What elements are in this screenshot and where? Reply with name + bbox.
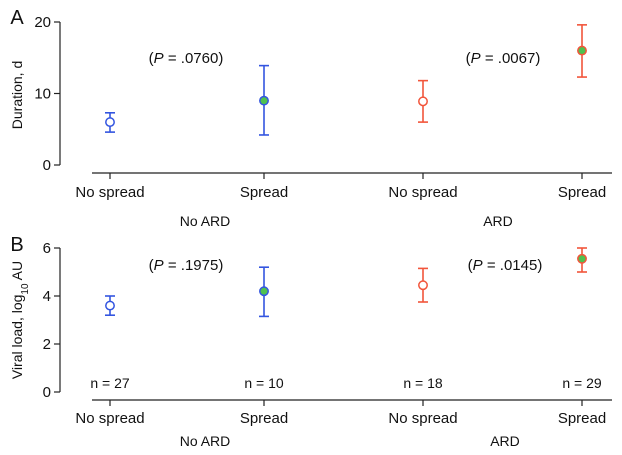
sample-size-label: n = 18: [403, 375, 443, 391]
data-point: [418, 79, 428, 123]
mean-marker: [105, 300, 115, 311]
group-label: ARD: [483, 213, 513, 229]
mean-marker: [418, 280, 428, 291]
y-tick-label: 6: [43, 240, 51, 257]
x-tick-label: No spread: [75, 410, 144, 427]
group-label: No ARD: [180, 213, 231, 229]
group-label: No ARD: [180, 433, 231, 449]
y-axis-label: Viral load, log10 AU: [9, 261, 31, 379]
data-point: [259, 64, 269, 136]
sample-size-label: n = 10: [244, 375, 284, 391]
y-axis-label: Duration, d: [9, 61, 25, 129]
panel-a: A 0 10 20 No spread Spread No spread Spread No A…: [9, 7, 612, 229]
x-tick-label: No spread: [75, 184, 144, 201]
sample-size-label: n = 27: [90, 375, 130, 391]
x-tick-label: Spread: [558, 410, 606, 427]
sample-size-label: n = 29: [562, 375, 602, 391]
data-point: [577, 24, 587, 78]
panel-b: B 0 2 4 6 No spread Spread No spread Spread No AR…: [9, 234, 612, 449]
mean-marker: [577, 45, 587, 56]
y-tick-label: 20: [34, 14, 51, 31]
p-value-annotation: (P = .0145): [468, 257, 543, 274]
mean-marker: [105, 117, 115, 128]
data-point: [259, 266, 269, 318]
mean-marker: [259, 286, 269, 297]
data-point: [105, 295, 115, 317]
x-tick-label: Spread: [558, 184, 606, 201]
p-value-annotation: (P = .1975): [149, 257, 224, 274]
data-point: [105, 112, 115, 133]
panel-label: A: [10, 7, 24, 29]
mean-marker: [577, 253, 587, 264]
x-tick-label: Spread: [240, 410, 288, 427]
data-point: [418, 267, 428, 303]
x-tick-label: No spread: [388, 184, 457, 201]
p-value-annotation: (P = .0760): [149, 50, 224, 67]
y-tick-label: 2: [43, 336, 51, 353]
data-point: [577, 247, 587, 273]
p-value-annotation: (P = .0067): [466, 50, 541, 67]
y-tick-label: 0: [43, 384, 51, 401]
mean-marker: [259, 95, 269, 106]
y-tick-label: 4: [43, 288, 51, 305]
mean-marker: [418, 96, 428, 107]
x-tick-label: No spread: [388, 410, 457, 427]
x-tick-label: Spread: [240, 184, 288, 201]
panel-label: B: [10, 234, 23, 256]
y-tick-label: 0: [43, 157, 51, 174]
y-tick-label: 10: [34, 86, 51, 103]
group-label: ARD: [490, 433, 520, 449]
